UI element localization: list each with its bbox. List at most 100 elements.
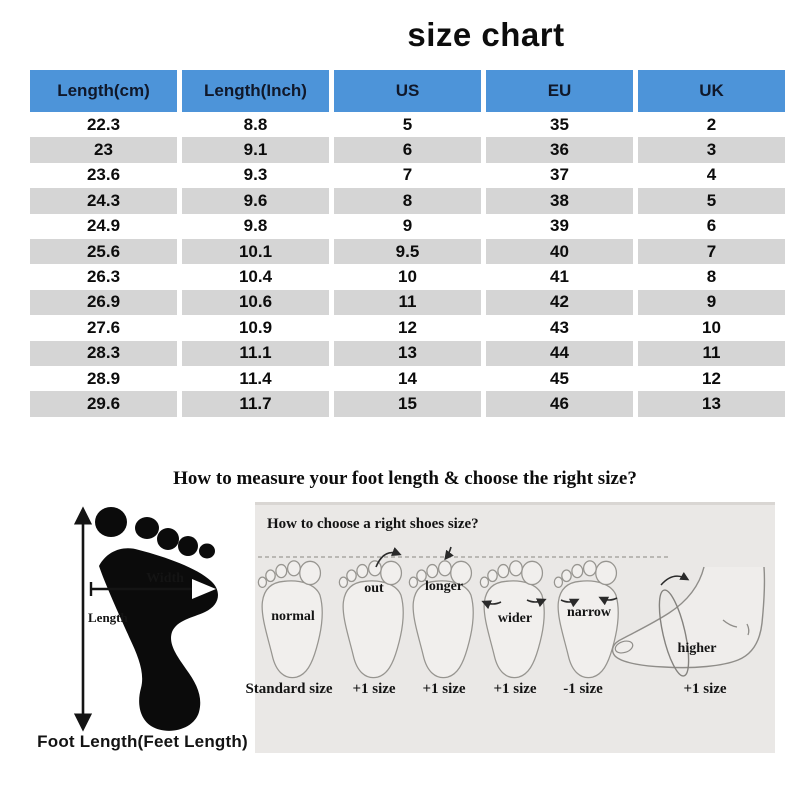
cell-length-cm: 27.6 <box>86 317 121 337</box>
measure-heading: How to measure your foot length & choose… <box>173 468 637 489</box>
table-row: 26.9 10.6 11 42 9 <box>30 289 785 316</box>
col-header-us: US <box>334 70 481 112</box>
cell-length-inch: 10.1 <box>182 238 329 265</box>
cell-length-cm: 25.6 <box>30 238 177 265</box>
footprint-shape <box>95 507 218 731</box>
cell-uk: 4 <box>706 165 717 185</box>
cell-uk: 6 <box>706 216 717 236</box>
cell-eu: 36 <box>486 137 633 163</box>
out-arrow <box>375 547 402 568</box>
longer-arrow <box>444 546 454 561</box>
cell-length-inch: 9.8 <box>243 216 268 236</box>
wider-arrow-left <box>481 600 502 610</box>
cell-uk: 8 <box>706 267 717 287</box>
cell-eu: 46 <box>486 391 633 417</box>
col-header-eu: EU <box>486 70 633 112</box>
cell-us: 14 <box>398 368 417 388</box>
narrow-arrow-right <box>598 596 618 606</box>
size-label-higher: +1 size <box>683 681 727 697</box>
cell-length-cm: 28.3 <box>30 340 177 366</box>
cell-length-inch: 10.9 <box>238 317 273 337</box>
cell-eu: 42 <box>486 289 633 316</box>
cell-uk: 12 <box>702 368 721 388</box>
cell-us: 10 <box>398 267 417 287</box>
cell-us: 13 <box>334 340 481 366</box>
cell-uk: 11 <box>638 340 785 366</box>
cell-length-inch: 9.6 <box>182 188 329 214</box>
cell-length-inch: 9.1 <box>182 137 329 163</box>
cell-us: 9 <box>402 216 413 236</box>
col-header-uk: UK <box>638 70 785 112</box>
width-arrow-head <box>192 579 216 599</box>
annotation-arrows <box>375 546 618 610</box>
cell-us: 7 <box>402 165 413 185</box>
cell-uk: 10 <box>702 317 721 337</box>
foot-label-normal: normal <box>271 609 315 624</box>
cell-length-inch: 10.6 <box>182 289 329 316</box>
table-row: 23.6 9.3 7 37 4 <box>30 163 785 188</box>
table-row: 22.3 8.8 5 35 2 <box>30 112 785 137</box>
footprint-illustration: Width Length <box>73 506 218 732</box>
cell-length-inch: 11.7 <box>182 391 329 417</box>
cell-length-inch: 11.1 <box>182 340 329 366</box>
foot-label-longer: longer <box>424 579 464 594</box>
size-label-wider: +1 size <box>493 681 537 697</box>
size-table-body: 22.3 8.8 5 35 2 23 9.1 6 36 3 23.6 9.3 <box>30 112 785 417</box>
wider-arrow-right <box>526 598 547 608</box>
cell-eu: 41 <box>550 267 569 287</box>
foot-label-wider: wider <box>497 611 533 626</box>
size-label-out: +1 size <box>352 681 396 697</box>
foot-label-higher: higher <box>677 641 717 656</box>
narrow-arrow-left <box>560 598 580 608</box>
cell-eu: 35 <box>550 114 569 134</box>
instep-measure-loop <box>658 589 690 677</box>
table-row: 29.6 11.7 15 46 13 <box>30 391 785 417</box>
cell-us: 5 <box>402 114 413 134</box>
cell-us: 11 <box>334 289 481 316</box>
cell-length-cm: 24.3 <box>30 188 177 214</box>
cell-eu: 38 <box>486 188 633 214</box>
cell-length-cm: 26.3 <box>86 267 121 287</box>
cell-eu: 39 <box>550 216 569 236</box>
feet-illustrations <box>257 546 766 679</box>
cell-us: 15 <box>334 391 481 417</box>
size-label-standard: Standard size <box>245 681 333 697</box>
cell-length-cm: 26.9 <box>30 289 177 316</box>
cell-length-inch: 8.8 <box>243 114 268 134</box>
cell-eu: 37 <box>550 165 569 185</box>
cell-us: 8 <box>334 188 481 214</box>
cell-uk: 13 <box>638 391 785 417</box>
footprint-caption: Foot Length(Feet Length) <box>37 732 248 751</box>
table-row: 23 9.1 6 36 3 <box>30 137 785 163</box>
col-header-length-cm: Length(cm) <box>30 70 177 112</box>
footprint-diagram: Width Length <box>25 492 255 742</box>
foot-out-outline <box>338 560 404 679</box>
cell-us: 12 <box>398 317 417 337</box>
table-row: 26.3 10.4 10 41 8 <box>30 264 785 289</box>
cell-length-cm: 28.9 <box>86 368 121 388</box>
foot-label-out: out <box>364 581 384 596</box>
cell-uk: 7 <box>638 238 785 265</box>
cell-length-cm: 24.9 <box>86 216 121 236</box>
page-title: size chart <box>407 16 565 53</box>
cell-uk: 5 <box>638 188 785 214</box>
cell-uk: 9 <box>638 289 785 316</box>
panel-title: How to choose a right shoes size? <box>267 516 479 532</box>
cell-uk: 3 <box>638 137 785 163</box>
choose-size-panel: How to choose a right shoes size? <box>245 502 775 753</box>
cell-uk: 2 <box>706 114 717 134</box>
table-row: 24.9 9.8 9 39 6 <box>30 214 785 239</box>
cell-length-cm: 29.6 <box>30 391 177 417</box>
foot-label-narrow: narrow <box>566 605 612 620</box>
size-table-header-row: Length(cm) Length(Inch) US EU UK <box>30 70 785 112</box>
cell-eu: 44 <box>486 340 633 366</box>
cell-eu: 43 <box>550 317 569 337</box>
col-header-length-inch: Length(Inch) <box>182 70 329 112</box>
cell-eu: 45 <box>550 368 569 388</box>
table-row: 27.6 10.9 12 43 10 <box>30 315 785 340</box>
cell-length-inch: 9.3 <box>243 165 268 185</box>
cell-length-inch: 10.4 <box>238 267 273 287</box>
cell-length-cm: 22.3 <box>86 114 121 134</box>
table-row: 24.3 9.6 8 38 5 <box>30 188 785 214</box>
